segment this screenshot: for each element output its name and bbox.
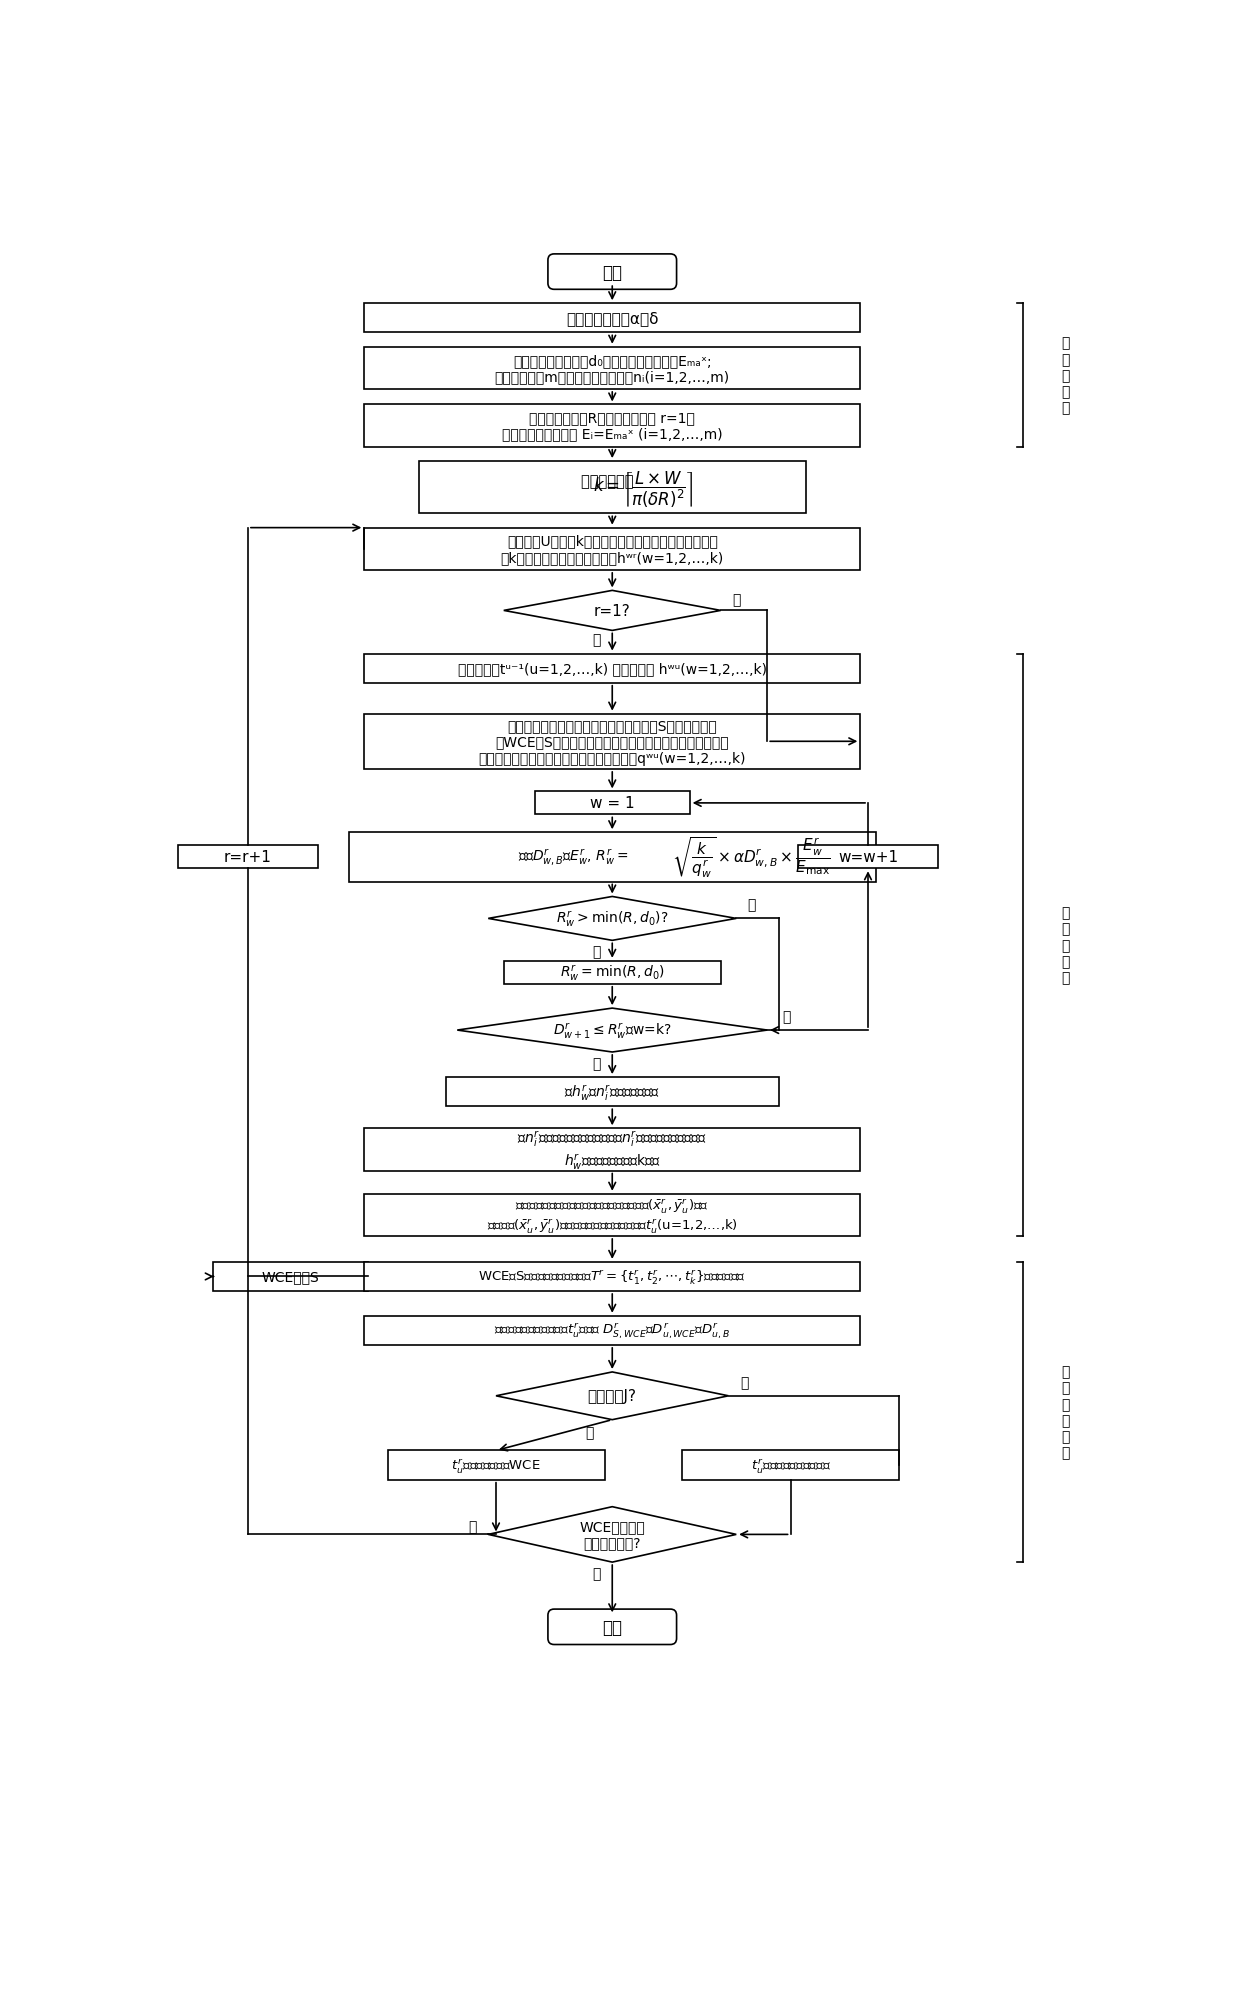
- Text: $t^r_u$按照通信主链传输数据: $t^r_u$按照通信主链传输数据: [750, 1456, 831, 1474]
- Text: 计算各聚类中心间的距离、各聚类中心与S间的距离，求
得WCE以S为起止点，遍历所有聚类中心的最短哈密尔顿回
路。将回路上的聚类中心被访问的次序记为qʷᵘ(w=1: 计算各聚类中心间的距离、各聚类中心与S间的距离，求 得WCE以S为起止点，遍历所…: [479, 719, 746, 765]
- Text: $D^r_{w+1}\leq R^r_w$或w=k?: $D^r_{w+1}\leq R^r_w$或w=k?: [553, 1021, 671, 1041]
- Text: 判断条件J?: 判断条件J?: [588, 1388, 637, 1404]
- Polygon shape: [458, 1009, 768, 1053]
- Polygon shape: [489, 896, 737, 941]
- Text: $R^r_w=\min(R,d_0)$: $R^r_w=\min(R,d_0)$: [559, 963, 665, 983]
- Bar: [365, 1128, 861, 1170]
- Text: 否: 否: [593, 632, 601, 646]
- Polygon shape: [503, 590, 720, 630]
- Bar: [445, 1077, 779, 1108]
- Text: 是: 是: [469, 1521, 477, 1535]
- Bar: [365, 1194, 861, 1237]
- Text: 记$h^r_w$为$n^r_i$的候选聚类中心: 记$h^r_w$为$n^r_i$的候选聚类中心: [564, 1082, 660, 1102]
- Bar: [365, 1315, 861, 1345]
- Text: $\sqrt{\dfrac{k}{q^r_w}}\times\alpha D^r_{w,B}\times\dfrac{E^r_w}{E_{\max}}$: $\sqrt{\dfrac{k}{q^r_w}}\times\alpha D^r…: [672, 836, 831, 880]
- Text: 否: 否: [593, 1567, 601, 1581]
- Text: 是: 是: [593, 1055, 601, 1069]
- Polygon shape: [496, 1372, 729, 1420]
- Text: 开始: 开始: [603, 264, 622, 282]
- Text: w = 1: w = 1: [590, 796, 635, 812]
- Text: 数
据
传
输
阶
段: 数 据 传 输 阶 段: [1061, 1365, 1070, 1460]
- Bar: [365, 715, 861, 769]
- Text: 令簇头节点tᵘ⁻¹(u=1,2,…,k) 为聚类中心 hʷᵘ(w=1,2,…,k): 令簇头节点tᵘ⁻¹(u=1,2,…,k) 为聚类中心 hʷᵘ(w=1,2,…,k…: [458, 663, 766, 677]
- Text: $R^r_w>\min(R,d_0)$?: $R^r_w>\min(R,d_0)$?: [556, 908, 668, 928]
- Bar: [799, 846, 937, 868]
- Text: 初
始
化
阶
段: 初 始 化 阶 段: [1061, 336, 1070, 415]
- Text: WCE遍历所有
簇头节点一次?: WCE遍历所有 簇头节点一次?: [579, 1519, 645, 1549]
- Text: WCE回到S: WCE回到S: [262, 1269, 320, 1283]
- Text: 簇内节点单跳发送数据至$t^r_u$。计算 $D^r_{S,WCE}$、$D^r_{u,WCE}$、$D^r_{u,B}$: 簇内节点单跳发送数据至$t^r_u$。计算 $D^r_{S,WCE}$、$D^r…: [495, 1321, 730, 1341]
- Text: 结束: 结束: [603, 1617, 622, 1635]
- Text: 计算$D^r_{w,B}$和$E^r_w$, $R^r_w=$: 计算$D^r_{w,B}$和$E^r_w$, $R^r_w=$: [518, 848, 629, 868]
- Text: $k=\left\lceil\dfrac{L\times W}{\pi(\delta R)^2}\right\rceil$: $k=\left\lceil\dfrac{L\times W}{\pi(\del…: [593, 469, 693, 510]
- Text: 否: 否: [740, 1376, 748, 1390]
- Bar: [179, 846, 317, 868]
- Bar: [365, 528, 861, 570]
- Text: 初始化充电半径R、充电调度轮次 r=1；
每个节点的初始能量 Eᵢ=Eₘₐˣ (i=1,2,…,m): 初始化充电半径R、充电调度轮次 r=1； 每个节点的初始能量 Eᵢ=Eₘₐˣ (…: [502, 411, 723, 441]
- Text: 在$n^r_i$的候选聚类中心中，令距离$n^r_i$最近的候选聚类中心为
$h^r_w$的聚类中心，形成k个簇: 在$n^r_i$的候选聚类中心中，令距离$n^r_i$最近的候选聚类中心为 $h…: [517, 1128, 707, 1170]
- Bar: [503, 961, 720, 985]
- Text: 选择服从U分布的k个坐标，令分别与这些坐标距离最近
的k个传感器节点作为聚类中心hʷʳ(w=1,2,…,k): 选择服从U分布的k个坐标，令分别与这些坐标距离最近 的k个传感器节点作为聚类中心…: [501, 534, 724, 564]
- Text: $t^r_u$单跳发送数据至WCE: $t^r_u$单跳发送数据至WCE: [451, 1456, 541, 1474]
- Bar: [534, 792, 689, 816]
- Text: 是: 是: [593, 945, 601, 959]
- Text: 分别计算每个簇中所有传感器节点坐标平均值$(\bar{x}^r_u,\bar{y}^r_u)$，将
距离坐标$(\bar{x}^r_u,\bar{y}^r_u): 分别计算每个簇中所有传感器节点坐标平均值$(\bar{x}^r_u,\bar{y…: [487, 1196, 738, 1235]
- Text: 否: 否: [748, 898, 756, 912]
- Bar: [213, 1263, 368, 1291]
- Bar: [365, 304, 861, 332]
- Text: 计算分簇个数: 计算分簇个数: [582, 475, 644, 489]
- Text: 初始化调整因子α和δ: 初始化调整因子α和δ: [565, 310, 658, 326]
- Polygon shape: [489, 1506, 737, 1563]
- Text: r=1?: r=1?: [594, 604, 631, 618]
- Bar: [387, 1450, 605, 1480]
- Bar: [348, 832, 875, 882]
- Text: 否: 否: [782, 1009, 791, 1023]
- Text: 是: 是: [732, 592, 740, 606]
- Bar: [682, 1450, 899, 1480]
- FancyBboxPatch shape: [548, 1609, 677, 1645]
- Bar: [419, 461, 806, 514]
- Bar: [365, 655, 861, 683]
- Bar: [365, 1263, 861, 1291]
- Text: WCE从S出发。将所有簇头节点$T^r=\{t^r_1,t^r_2,\cdots,t^r_k\}$构造通信主链: WCE从S出发。将所有簇头节点$T^r=\{t^r_1,t^r_2,\cdots…: [479, 1267, 746, 1285]
- Bar: [365, 348, 861, 391]
- Text: 簇
构
建
阶
段: 簇 构 建 阶 段: [1061, 906, 1070, 985]
- Text: r=r+1: r=r+1: [224, 850, 272, 864]
- Bar: [365, 405, 861, 447]
- Text: w=w+1: w=w+1: [838, 850, 898, 864]
- FancyBboxPatch shape: [548, 254, 677, 290]
- Text: 是: 是: [585, 1426, 593, 1440]
- Text: 初始化单跳临界距离d₀、节点电池最大容量Eₘₐˣ;
传感器个数为m，将每个节点标记为nᵢ(i=1,2,…,m): 初始化单跳临界距离d₀、节点电池最大容量Eₘₐˣ; 传感器个数为m，将每个节点标…: [495, 354, 730, 385]
